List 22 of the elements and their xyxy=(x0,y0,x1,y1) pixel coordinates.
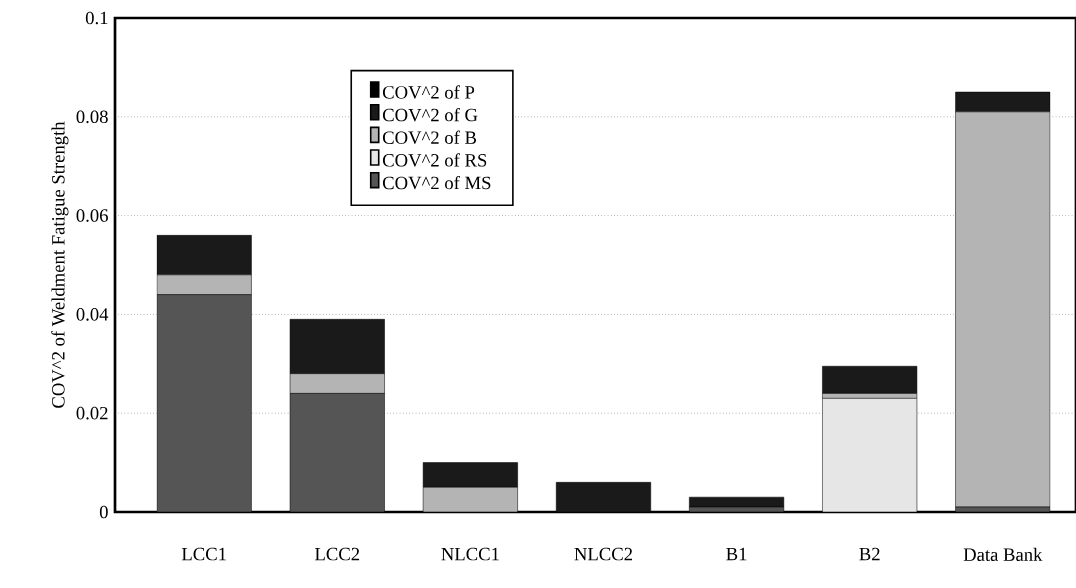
bar xyxy=(289,393,385,512)
x-tick-label: B1 xyxy=(726,547,747,561)
x-tick-label: NLCC2 xyxy=(574,547,633,561)
y-tick-label: 0.1 xyxy=(85,11,108,25)
y-tick-label: 0.06 xyxy=(76,209,108,222)
legend-label: COV^2 of RS xyxy=(382,153,487,167)
y-axis-title: COV^2 of Weldment Fatigue Strength xyxy=(51,121,69,408)
y-tick-label: 0.04 xyxy=(76,308,109,321)
legend-label: COV^2 of P xyxy=(382,85,475,99)
y-tick-label: 0 xyxy=(99,505,108,519)
y-tick-label: 0.08 xyxy=(76,110,108,124)
bar xyxy=(822,365,918,394)
x-tick-label: NLCC1 xyxy=(441,547,499,561)
x-tick-label: LCC1 xyxy=(181,547,226,561)
x-tick-label: B2 xyxy=(859,547,880,561)
y-tick-label: 0.02 xyxy=(76,406,108,420)
legend-label: COV^2 of G xyxy=(382,107,478,122)
legend-label: COV^2 of B xyxy=(382,130,477,145)
x-tick-label: LCC2 xyxy=(315,547,360,561)
legend-label: COV^2 of MS xyxy=(382,175,491,190)
x-tick-label: Data Bank xyxy=(963,547,1043,561)
bar xyxy=(156,294,252,512)
